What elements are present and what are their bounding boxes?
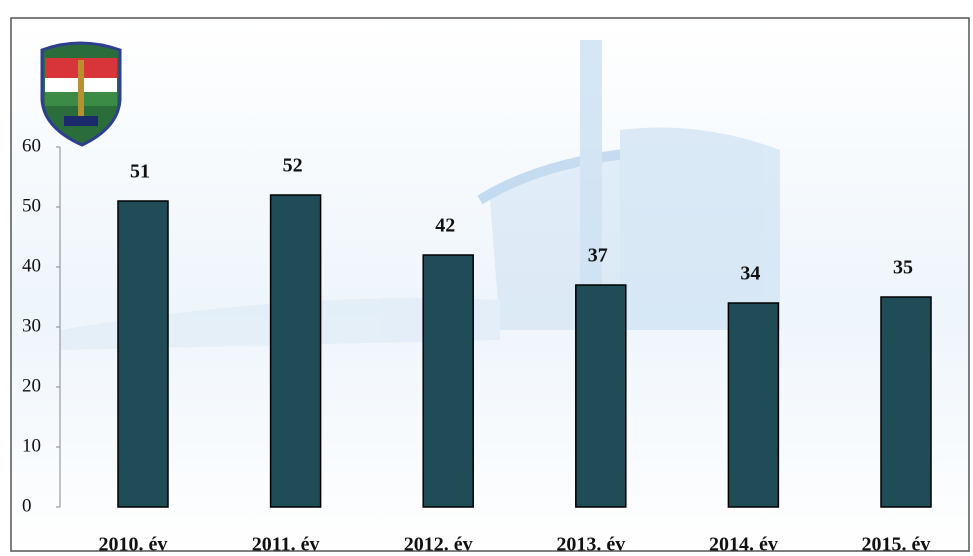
y-tick-label: 10 [22, 435, 41, 456]
y-tick-label: 30 [22, 315, 41, 336]
data-label: 52 [283, 155, 303, 177]
bar [880, 296, 932, 508]
bar [727, 302, 780, 508]
x-tick-label: 2012. év [404, 534, 473, 556]
x-tick-label: 2010. év [99, 534, 168, 556]
bar [422, 254, 474, 508]
y-tick-label: 20 [22, 375, 41, 396]
x-tick-label: 2013. év [556, 534, 625, 556]
bar [117, 200, 169, 508]
chart-frame [10, 17, 970, 552]
x-tick-label: 2011. év [252, 534, 320, 556]
y-tick-label: 0 [22, 495, 32, 516]
y-tick-label: 40 [22, 255, 41, 276]
y-tick-label: 60 [22, 135, 41, 156]
data-label: 35 [893, 257, 913, 279]
bar [269, 194, 322, 508]
bar [575, 284, 627, 508]
data-label: 34 [740, 263, 760, 285]
police-logo [40, 41, 122, 147]
x-tick-label: 2015. év [862, 534, 931, 556]
x-tick-label: 2014. év [709, 534, 778, 556]
data-label: 42 [435, 215, 455, 237]
y-tick-label: 50 [22, 195, 41, 216]
data-label: 51 [130, 161, 150, 183]
data-label: 37 [588, 245, 608, 267]
